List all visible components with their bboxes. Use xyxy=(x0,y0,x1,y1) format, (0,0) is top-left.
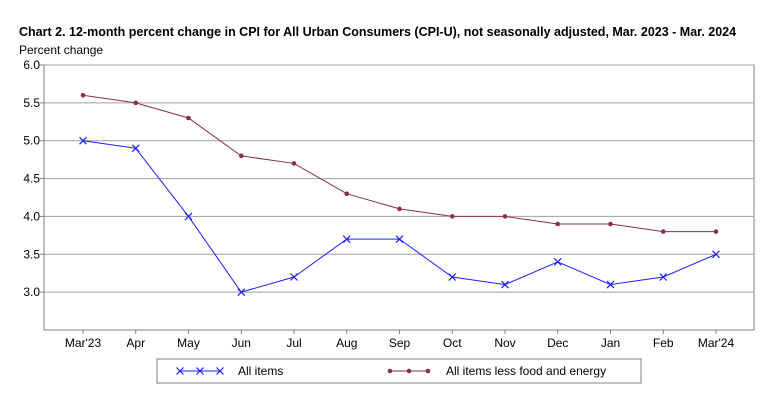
data-point-all-items-less-food-and-energy xyxy=(291,161,297,166)
data-point-all-items xyxy=(553,257,562,266)
data-point-all-items xyxy=(501,280,509,289)
x-tick-label: Dec xyxy=(547,336,568,350)
y-tick-label: 6.0 xyxy=(23,58,40,72)
legend-item-all-items: All items xyxy=(176,364,283,378)
y-tick-label: 4.5 xyxy=(23,172,40,186)
data-point-all-items xyxy=(448,273,457,281)
data-point-all-items xyxy=(342,235,351,244)
data-point-all-items xyxy=(79,136,87,145)
legend-item-all-items-less-food-and-energy: All items less food and energy xyxy=(387,364,606,378)
data-point-all-items-less-food-and-energy xyxy=(660,229,666,234)
x-tick-label: Apr xyxy=(126,336,145,350)
x-tick-label: Oct xyxy=(443,336,462,350)
data-point-all-items xyxy=(395,235,404,244)
y-tick-label: 4.0 xyxy=(23,209,40,223)
x-tick-label: Mar'23 xyxy=(65,336,102,350)
x-tick-label: Jan xyxy=(601,336,620,350)
data-point-all-items-less-food-and-energy xyxy=(397,206,402,212)
x-tick-label: Nov xyxy=(494,336,515,350)
y-tick-label: 3.0 xyxy=(23,285,40,299)
data-point-all-items xyxy=(290,273,298,281)
x-tick-label: Mar'24 xyxy=(698,336,735,350)
data-point-all-items xyxy=(131,144,140,153)
legend-label: All items less food and energy xyxy=(446,364,606,378)
x-tick-label: Aug xyxy=(336,336,357,350)
x-tick-label: Jul xyxy=(286,336,301,350)
data-point-all-items-less-food-and-energy xyxy=(502,214,508,219)
data-point-all-items-less-food-and-energy xyxy=(133,100,139,106)
plot-frame xyxy=(43,64,755,331)
data-point-all-items-less-food-and-energy xyxy=(344,191,350,197)
x-tick-label: Sep xyxy=(389,336,411,350)
data-point-all-items-less-food-and-energy xyxy=(713,229,719,234)
data-point-all-items xyxy=(184,212,193,221)
data-point-all-items-less-food-and-energy xyxy=(555,221,561,227)
data-point-all-items xyxy=(606,280,615,289)
data-point-all-items xyxy=(659,273,668,281)
y-tick-label: 5.0 xyxy=(23,134,40,148)
y-tick-label: 5.5 xyxy=(23,96,40,110)
data-point-all-items-less-food-and-energy xyxy=(449,214,455,219)
legend-label: All items xyxy=(238,364,283,378)
data-point-all-items-less-food-and-energy xyxy=(80,92,86,98)
y-tick-label: 3.5 xyxy=(23,247,40,261)
data-point-all-items xyxy=(712,250,720,259)
x-tick-label: Jun xyxy=(232,336,251,350)
data-point-all-items xyxy=(237,288,246,297)
data-point-all-items-less-food-and-energy xyxy=(238,153,244,159)
x-tick-label: May xyxy=(177,336,200,350)
y-axis-label: Percent change xyxy=(19,43,104,57)
data-point-all-items-less-food-and-energy xyxy=(608,221,613,227)
x-tick-label: Feb xyxy=(653,336,674,350)
chart-title: Chart 2. 12-month percent change in CPI … xyxy=(19,25,737,39)
data-point-all-items-less-food-and-energy xyxy=(186,115,191,121)
